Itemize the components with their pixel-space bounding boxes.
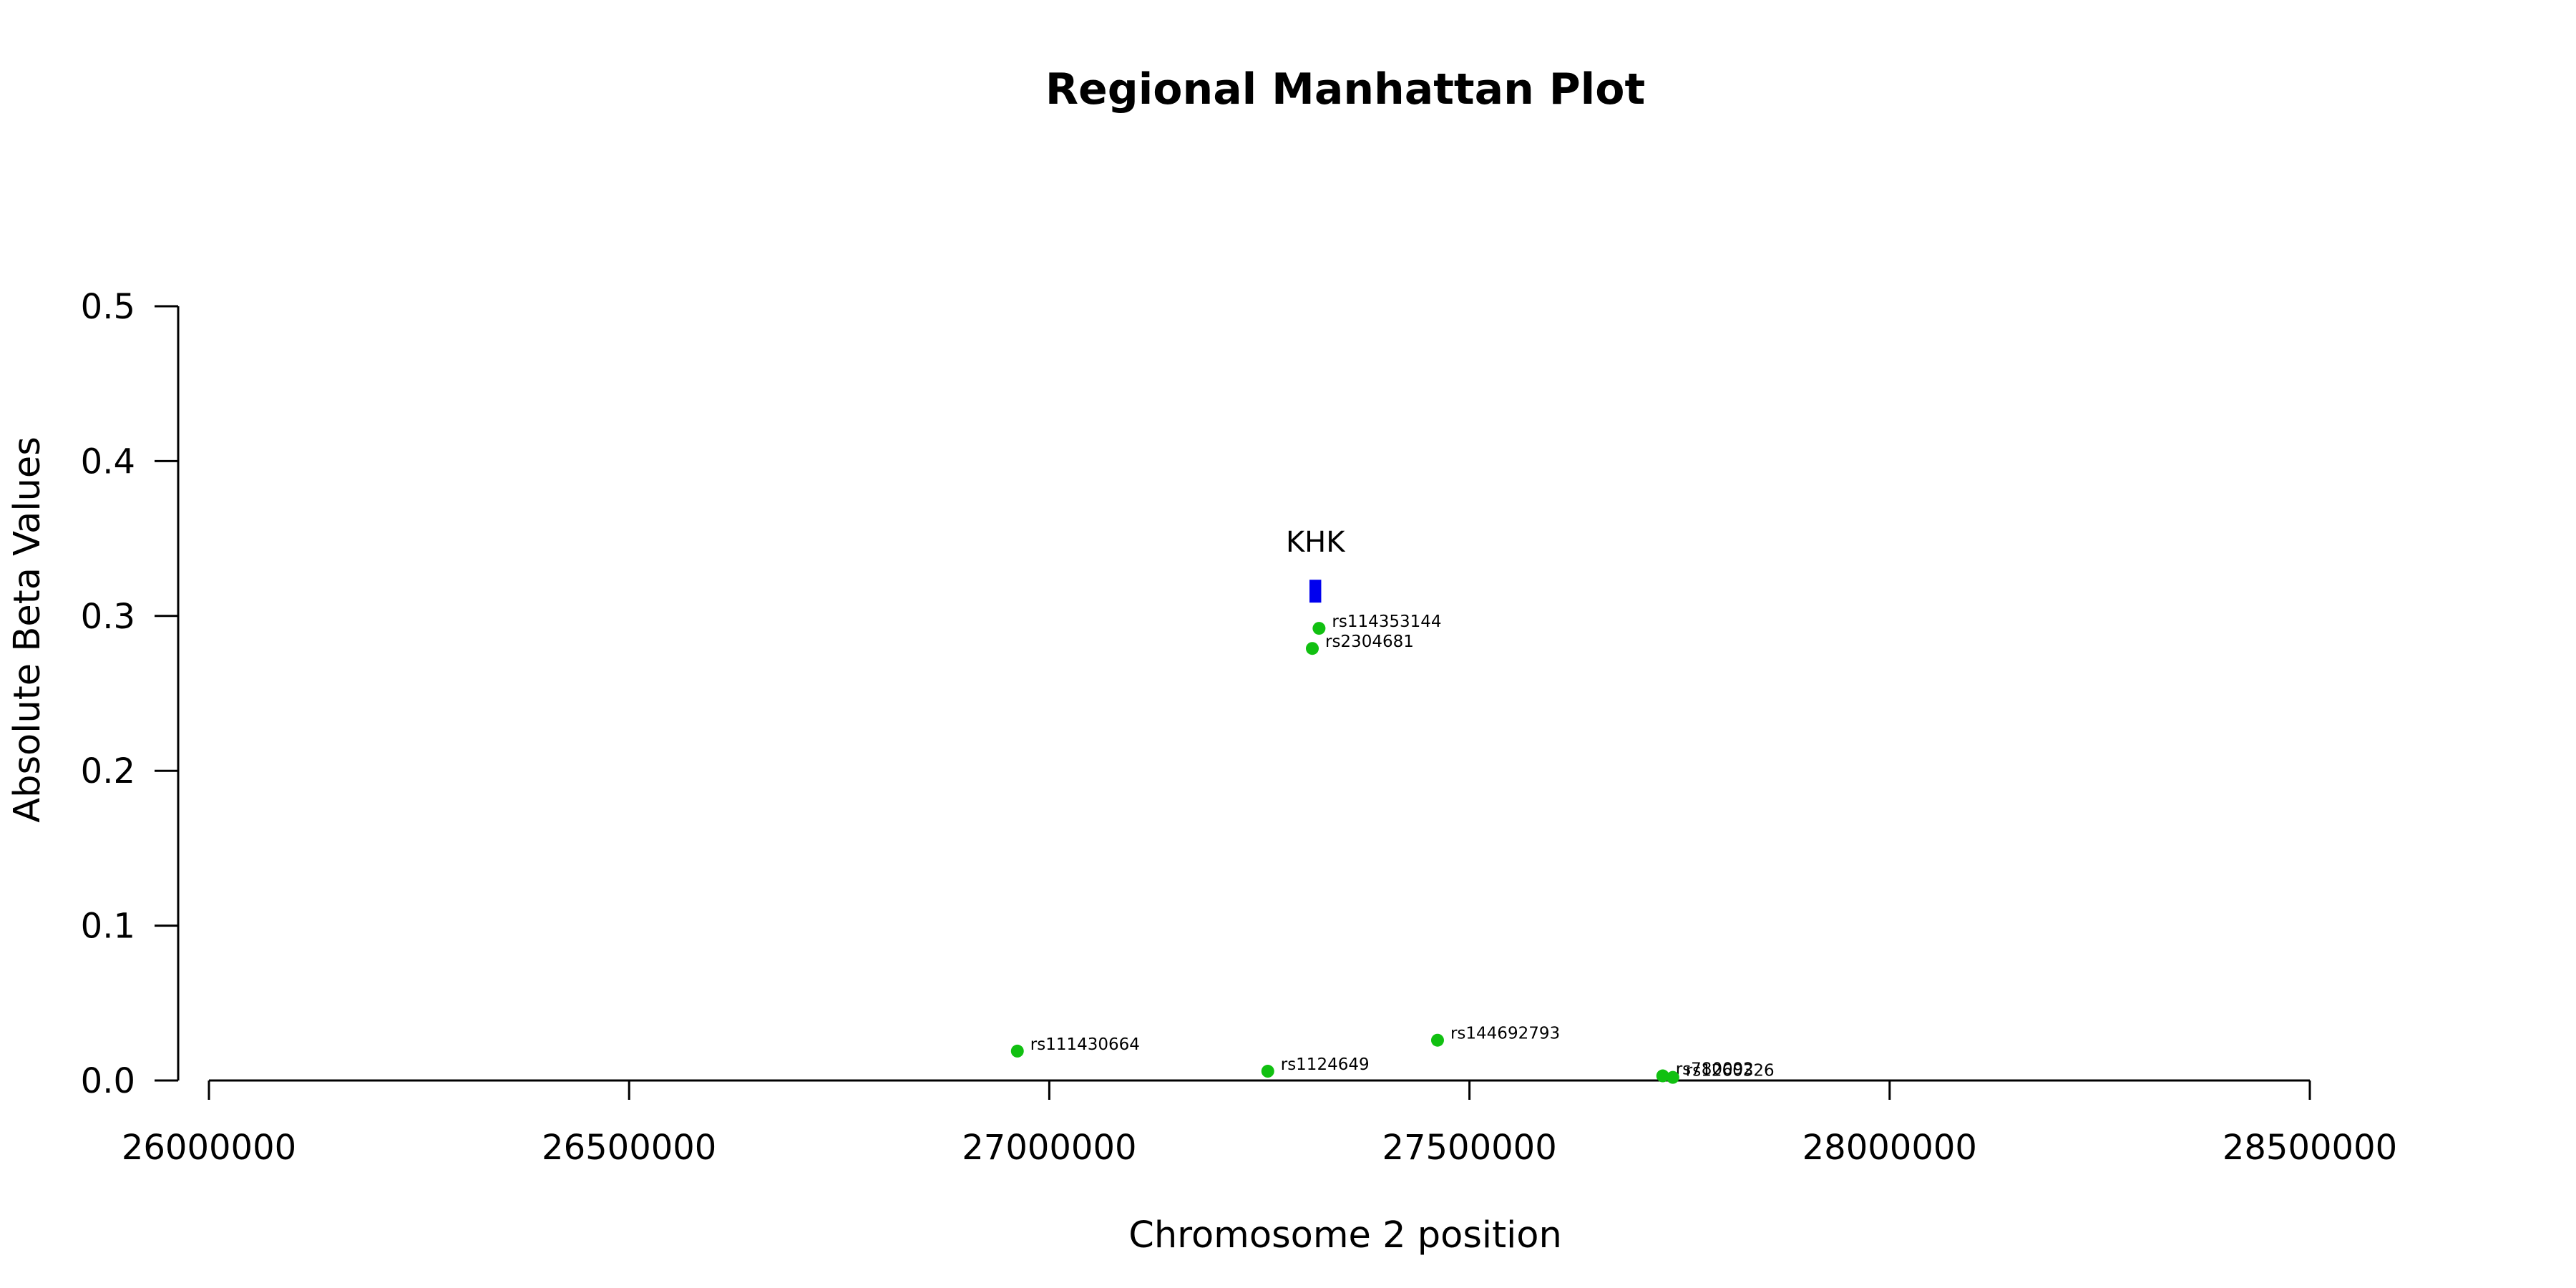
- x-axis-label: Chromosome 2 position: [1128, 1214, 1562, 1257]
- x-tick-label: 26500000: [542, 1128, 716, 1168]
- gene-box-khk: [1309, 580, 1322, 603]
- x-tick-label: 27000000: [962, 1128, 1136, 1168]
- snp-label-rs1124649: rs1124649: [1281, 1055, 1370, 1074]
- snp-point-rs1260326: [1666, 1070, 1679, 1084]
- snp-label-rs111430664: rs111430664: [1030, 1035, 1140, 1054]
- snp-point-rs780092: [1656, 1069, 1669, 1083]
- gene-label-khk: KHK: [1286, 526, 1346, 559]
- y-tick-label: 0.1: [81, 907, 135, 947]
- snp-label-rs780092: rs780092: [1676, 1060, 1754, 1079]
- x-axis-ticks: 26000000 26500000 27000000 27500000 28000000…: [122, 1080, 2397, 1168]
- snp-points: rs114353144 rs2304681 rs111430664 rs1124649…: [1010, 613, 1775, 1084]
- y-tick-label: 0.2: [81, 751, 135, 791]
- y-tick-label: 0.0: [81, 1061, 135, 1101]
- x-tick-label: 26000000: [122, 1128, 296, 1168]
- y-axis-ticks: 0.0 0.1 0.2 0.3 0.4 0.5: [81, 287, 178, 1101]
- y-axis-label: Absolute Beta Values: [6, 436, 49, 823]
- snp-label-rs114353144: rs114353144: [1332, 613, 1441, 631]
- snp-point-rs111430664: [1010, 1044, 1024, 1058]
- snp-point-rs114353144: [1312, 622, 1326, 635]
- snp-point-rs144692793: [1430, 1033, 1444, 1047]
- x-tick-label: 28500000: [2223, 1128, 2397, 1168]
- y-tick-label: 0.3: [81, 597, 135, 637]
- y-tick-label: 0.5: [81, 287, 135, 327]
- snp-point-rs1124649: [1261, 1065, 1274, 1078]
- snp-point-rs2304681: [1305, 642, 1319, 655]
- snp-label-rs2304681: rs2304681: [1325, 633, 1414, 651]
- y-tick-label: 0.4: [81, 441, 135, 482]
- x-tick-label: 27500000: [1382, 1128, 1556, 1168]
- snp-label-rs1260326: rs1260326: [1686, 1062, 1775, 1080]
- chart-title: Regional Manhattan Plot: [1045, 64, 1645, 114]
- x-tick-label: 28000000: [1802, 1128, 1977, 1168]
- snp-label-rs144692793: rs144692793: [1450, 1025, 1560, 1043]
- gene-annotation: KHK: [1286, 526, 1346, 603]
